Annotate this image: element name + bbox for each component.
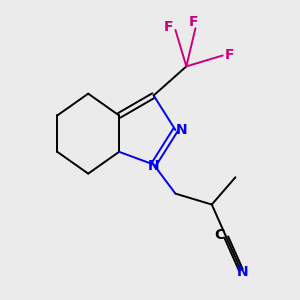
Text: N: N — [176, 123, 188, 137]
Text: N: N — [148, 159, 159, 173]
Text: F: F — [164, 20, 174, 34]
Text: C: C — [215, 228, 225, 242]
Text: F: F — [189, 15, 198, 29]
Text: F: F — [224, 49, 234, 62]
Text: N: N — [237, 265, 248, 279]
